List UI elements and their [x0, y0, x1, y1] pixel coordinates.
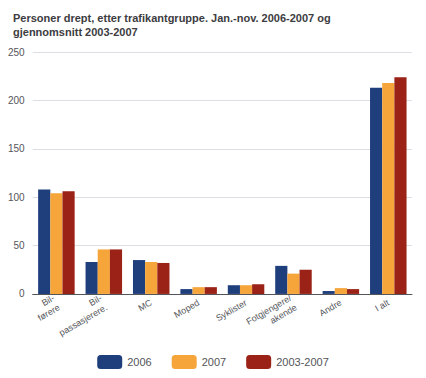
svg-text:Fotgjengere/: Fotgjengere/: [244, 292, 294, 327]
svg-text:150: 150: [8, 143, 25, 154]
svg-text:I alt: I alt: [373, 297, 391, 313]
svg-text:250: 250: [8, 47, 25, 58]
svg-text:Bil-: Bil-: [87, 292, 104, 308]
svg-text:Personer drept, etter trafikan: Personer drept, etter trafikantgruppe. J…: [13, 12, 331, 24]
svg-text:2006: 2006: [127, 356, 151, 368]
svg-text:2003-2007: 2003-2007: [276, 356, 329, 368]
svg-text:Bil-: Bil-: [39, 292, 57, 308]
svg-text:100: 100: [8, 192, 25, 203]
svg-text:førere: førere: [36, 302, 62, 323]
svg-text:200: 200: [8, 95, 25, 106]
svg-text:passasjerere.: passasjerere.: [57, 302, 109, 338]
svg-text:Andre: Andre: [318, 298, 344, 319]
svg-text:Syklister: Syklister: [214, 298, 248, 324]
svg-text:2007: 2007: [202, 356, 226, 368]
svg-text:0: 0: [19, 288, 25, 299]
svg-text:Moped: Moped: [172, 298, 201, 320]
svg-text:gjennomsnitt 2003-2007: gjennomsnitt 2003-2007: [13, 26, 138, 38]
svg-text:MC: MC: [137, 297, 155, 313]
svg-text:akende: akende: [268, 302, 299, 325]
svg-text:50: 50: [14, 240, 26, 251]
